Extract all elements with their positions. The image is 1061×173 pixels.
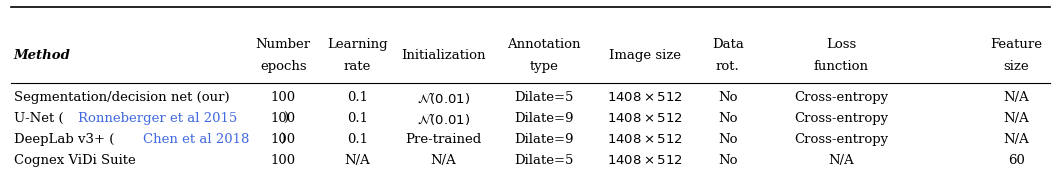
Text: Annotation: Annotation <box>507 38 581 51</box>
Text: DeepLab v3+ (: DeepLab v3+ ( <box>14 133 115 146</box>
Text: No: No <box>718 133 737 146</box>
Text: Cross-entropy: Cross-entropy <box>795 112 888 125</box>
Text: Ronneberger et al 2015: Ronneberger et al 2015 <box>77 112 237 125</box>
Text: ): ) <box>280 133 285 146</box>
Text: 0.1: 0.1 <box>347 112 368 125</box>
Text: ): ) <box>283 112 289 125</box>
Text: No: No <box>718 154 737 167</box>
Text: 100: 100 <box>271 91 296 104</box>
Text: Dilate=9: Dilate=9 <box>515 112 574 125</box>
Text: Loss: Loss <box>827 38 856 51</box>
Text: 0.1: 0.1 <box>347 91 368 104</box>
Text: Learning: Learning <box>327 38 388 51</box>
Text: type: type <box>529 60 559 73</box>
Text: 100: 100 <box>271 112 296 125</box>
Text: Dilate=5: Dilate=5 <box>515 91 574 104</box>
Text: Segmentation/decision net (our): Segmentation/decision net (our) <box>14 91 229 104</box>
Text: size: size <box>1004 60 1029 73</box>
Text: Pre-trained: Pre-trained <box>405 133 482 146</box>
Text: Number: Number <box>256 38 311 51</box>
Text: 0.1: 0.1 <box>347 133 368 146</box>
Text: function: function <box>814 60 869 73</box>
Text: $1408 \times 512$: $1408 \times 512$ <box>607 91 683 104</box>
Text: Feature: Feature <box>990 38 1043 51</box>
Text: rate: rate <box>344 60 371 73</box>
Text: No: No <box>718 91 737 104</box>
Text: Initialization: Initialization <box>401 49 486 62</box>
Text: No: No <box>718 112 737 125</box>
Text: 100: 100 <box>271 154 296 167</box>
Text: N/A: N/A <box>345 154 370 167</box>
Text: $1408 \times 512$: $1408 \times 512$ <box>607 112 683 125</box>
Text: N/A: N/A <box>1004 91 1029 104</box>
Text: Chen et al 2018: Chen et al 2018 <box>143 133 249 146</box>
Text: N/A: N/A <box>1004 112 1029 125</box>
Text: 60: 60 <box>1008 154 1025 167</box>
Text: Dilate=9: Dilate=9 <box>515 133 574 146</box>
Text: epochs: epochs <box>260 60 307 73</box>
Text: Cross-entropy: Cross-entropy <box>795 91 888 104</box>
Text: Dilate=5: Dilate=5 <box>515 154 574 167</box>
Text: Cognex ViDi Suite: Cognex ViDi Suite <box>14 154 136 167</box>
Text: U-Net (: U-Net ( <box>14 112 64 125</box>
Text: Image size: Image size <box>609 49 681 62</box>
Text: 100: 100 <box>271 133 296 146</box>
Text: N/A: N/A <box>1004 133 1029 146</box>
Text: Cross-entropy: Cross-entropy <box>795 133 888 146</box>
Text: Method: Method <box>14 49 71 62</box>
Text: $\mathcal{N}(0.01)$: $\mathcal{N}(0.01)$ <box>417 90 470 106</box>
Text: N/A: N/A <box>431 154 456 167</box>
Text: $1408 \times 512$: $1408 \times 512$ <box>607 154 683 167</box>
Text: $1408 \times 512$: $1408 \times 512$ <box>607 133 683 146</box>
Text: $\mathcal{N}(0.01)$: $\mathcal{N}(0.01)$ <box>417 111 470 126</box>
Text: rot.: rot. <box>716 60 740 73</box>
Text: N/A: N/A <box>829 154 854 167</box>
Text: Data: Data <box>712 38 744 51</box>
